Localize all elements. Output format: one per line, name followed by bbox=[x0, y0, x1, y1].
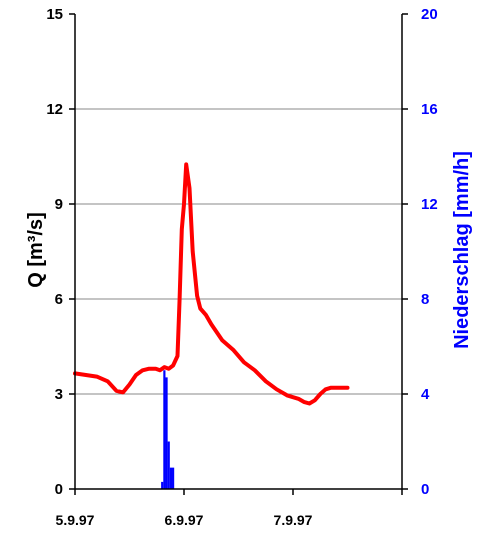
rain-bar bbox=[169, 467, 173, 489]
right-tick-label: 16 bbox=[421, 101, 438, 118]
rain-bar bbox=[161, 481, 164, 489]
x-tick-label: 6.9.97 bbox=[165, 512, 204, 528]
rain-bar bbox=[165, 377, 168, 489]
rain-bar bbox=[167, 441, 170, 489]
rain-bar bbox=[172, 467, 175, 489]
left-tick-label: 6 bbox=[55, 291, 63, 308]
left-axis-title: Q [m³/s] bbox=[25, 212, 47, 288]
x-ticks: 5.9.97 6.9.97 7.9.97 bbox=[56, 489, 403, 528]
left-tick-label: 12 bbox=[46, 101, 63, 118]
left-tick-label: 15 bbox=[46, 6, 63, 23]
discharge-line bbox=[73, 162, 350, 406]
right-tick-label: 12 bbox=[421, 196, 438, 213]
x-tick-label: 7.9.97 bbox=[274, 512, 313, 528]
left-tick-label: 0 bbox=[55, 481, 63, 498]
right-tick-label: 8 bbox=[421, 291, 429, 308]
right-tick-label: 4 bbox=[421, 386, 430, 403]
left-tick-label: 3 bbox=[55, 386, 63, 403]
right-axis-title: Niederschlag [mm/h] bbox=[451, 151, 473, 349]
rain-bar bbox=[163, 370, 166, 489]
grid-lines bbox=[75, 108, 402, 395]
right-tick-label: 20 bbox=[421, 6, 438, 23]
right-y-ticks: 0 4 8 12 16 20 bbox=[402, 6, 438, 498]
right-tick-label: 0 bbox=[421, 481, 429, 498]
rainfall-bars bbox=[161, 370, 175, 489]
x-tick-label: 5.9.97 bbox=[56, 512, 95, 528]
left-tick-label: 9 bbox=[55, 196, 63, 213]
left-y-ticks: 0 3 6 9 12 15 bbox=[46, 6, 75, 498]
